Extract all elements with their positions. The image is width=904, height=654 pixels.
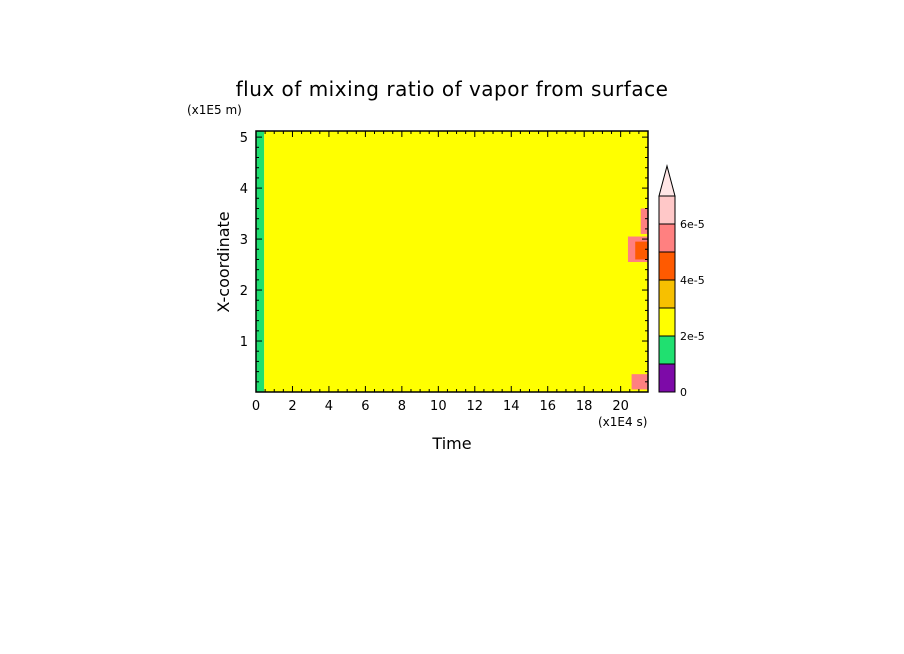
colorbar-swatch [658, 363, 676, 393]
heatmap-region-5 [640, 208, 648, 234]
x-tick-label: 12 [467, 399, 484, 414]
x-axis: 0 2 4 6 8 10 12 14 16 18 20 [252, 131, 649, 414]
y-tick-label: 1 [240, 335, 248, 350]
colorbar-swatch [658, 335, 676, 365]
y-tick-label: 2 [240, 284, 248, 299]
heatmap-region-4 [631, 374, 648, 390]
y-tick-label: 3 [240, 233, 248, 248]
x-tick-label: 8 [398, 399, 406, 414]
colorbar-swatch [658, 307, 676, 337]
colorbar-swatch [658, 251, 676, 281]
x-unit-label: (x1E4 s) [598, 415, 647, 429]
chart-title: flux of mixing ratio of vapor from surfa… [236, 77, 669, 101]
heatmap-region-3 [635, 241, 648, 260]
colorbar-label: 0 [680, 386, 687, 399]
x-tick-label: 0 [252, 399, 260, 414]
x-tick-label: 4 [325, 399, 333, 414]
colorbar-extend-triangle [658, 164, 676, 197]
y-unit-label: (x1E5 m) [187, 103, 242, 117]
colorbar-label: 4e-5 [680, 274, 705, 287]
x-tick-label: 14 [503, 399, 520, 414]
heatmap-region-0 [256, 131, 265, 392]
x-tick-label: 18 [576, 399, 593, 414]
plot-frame [255, 130, 649, 393]
x-tick-label: 2 [288, 399, 296, 414]
x-tick-label: 20 [612, 399, 629, 414]
x-tick-label: 10 [430, 399, 447, 414]
x-tick-label: 6 [361, 399, 369, 414]
colorbar-swatch [658, 279, 676, 309]
x-tick-label: 16 [539, 399, 556, 414]
y-tick-label: 4 [240, 182, 248, 197]
colorbar-label: 6e-5 [680, 218, 705, 231]
y-axis: 1 2 3 4 5 [240, 131, 648, 383]
colorbar-swatch [658, 223, 676, 253]
x-axis-label: Time [431, 434, 471, 453]
colorbar-swatch [658, 195, 676, 225]
y-tick-label: 5 [240, 131, 248, 146]
plot-area [255, 130, 649, 393]
y-axis-label: X-coordinate [214, 211, 233, 312]
colorbar: 0 2e-5 4e-5 6e-5 [658, 164, 705, 399]
heatmap-region-1 [264, 131, 648, 392]
colorbar-label: 2e-5 [680, 330, 705, 343]
